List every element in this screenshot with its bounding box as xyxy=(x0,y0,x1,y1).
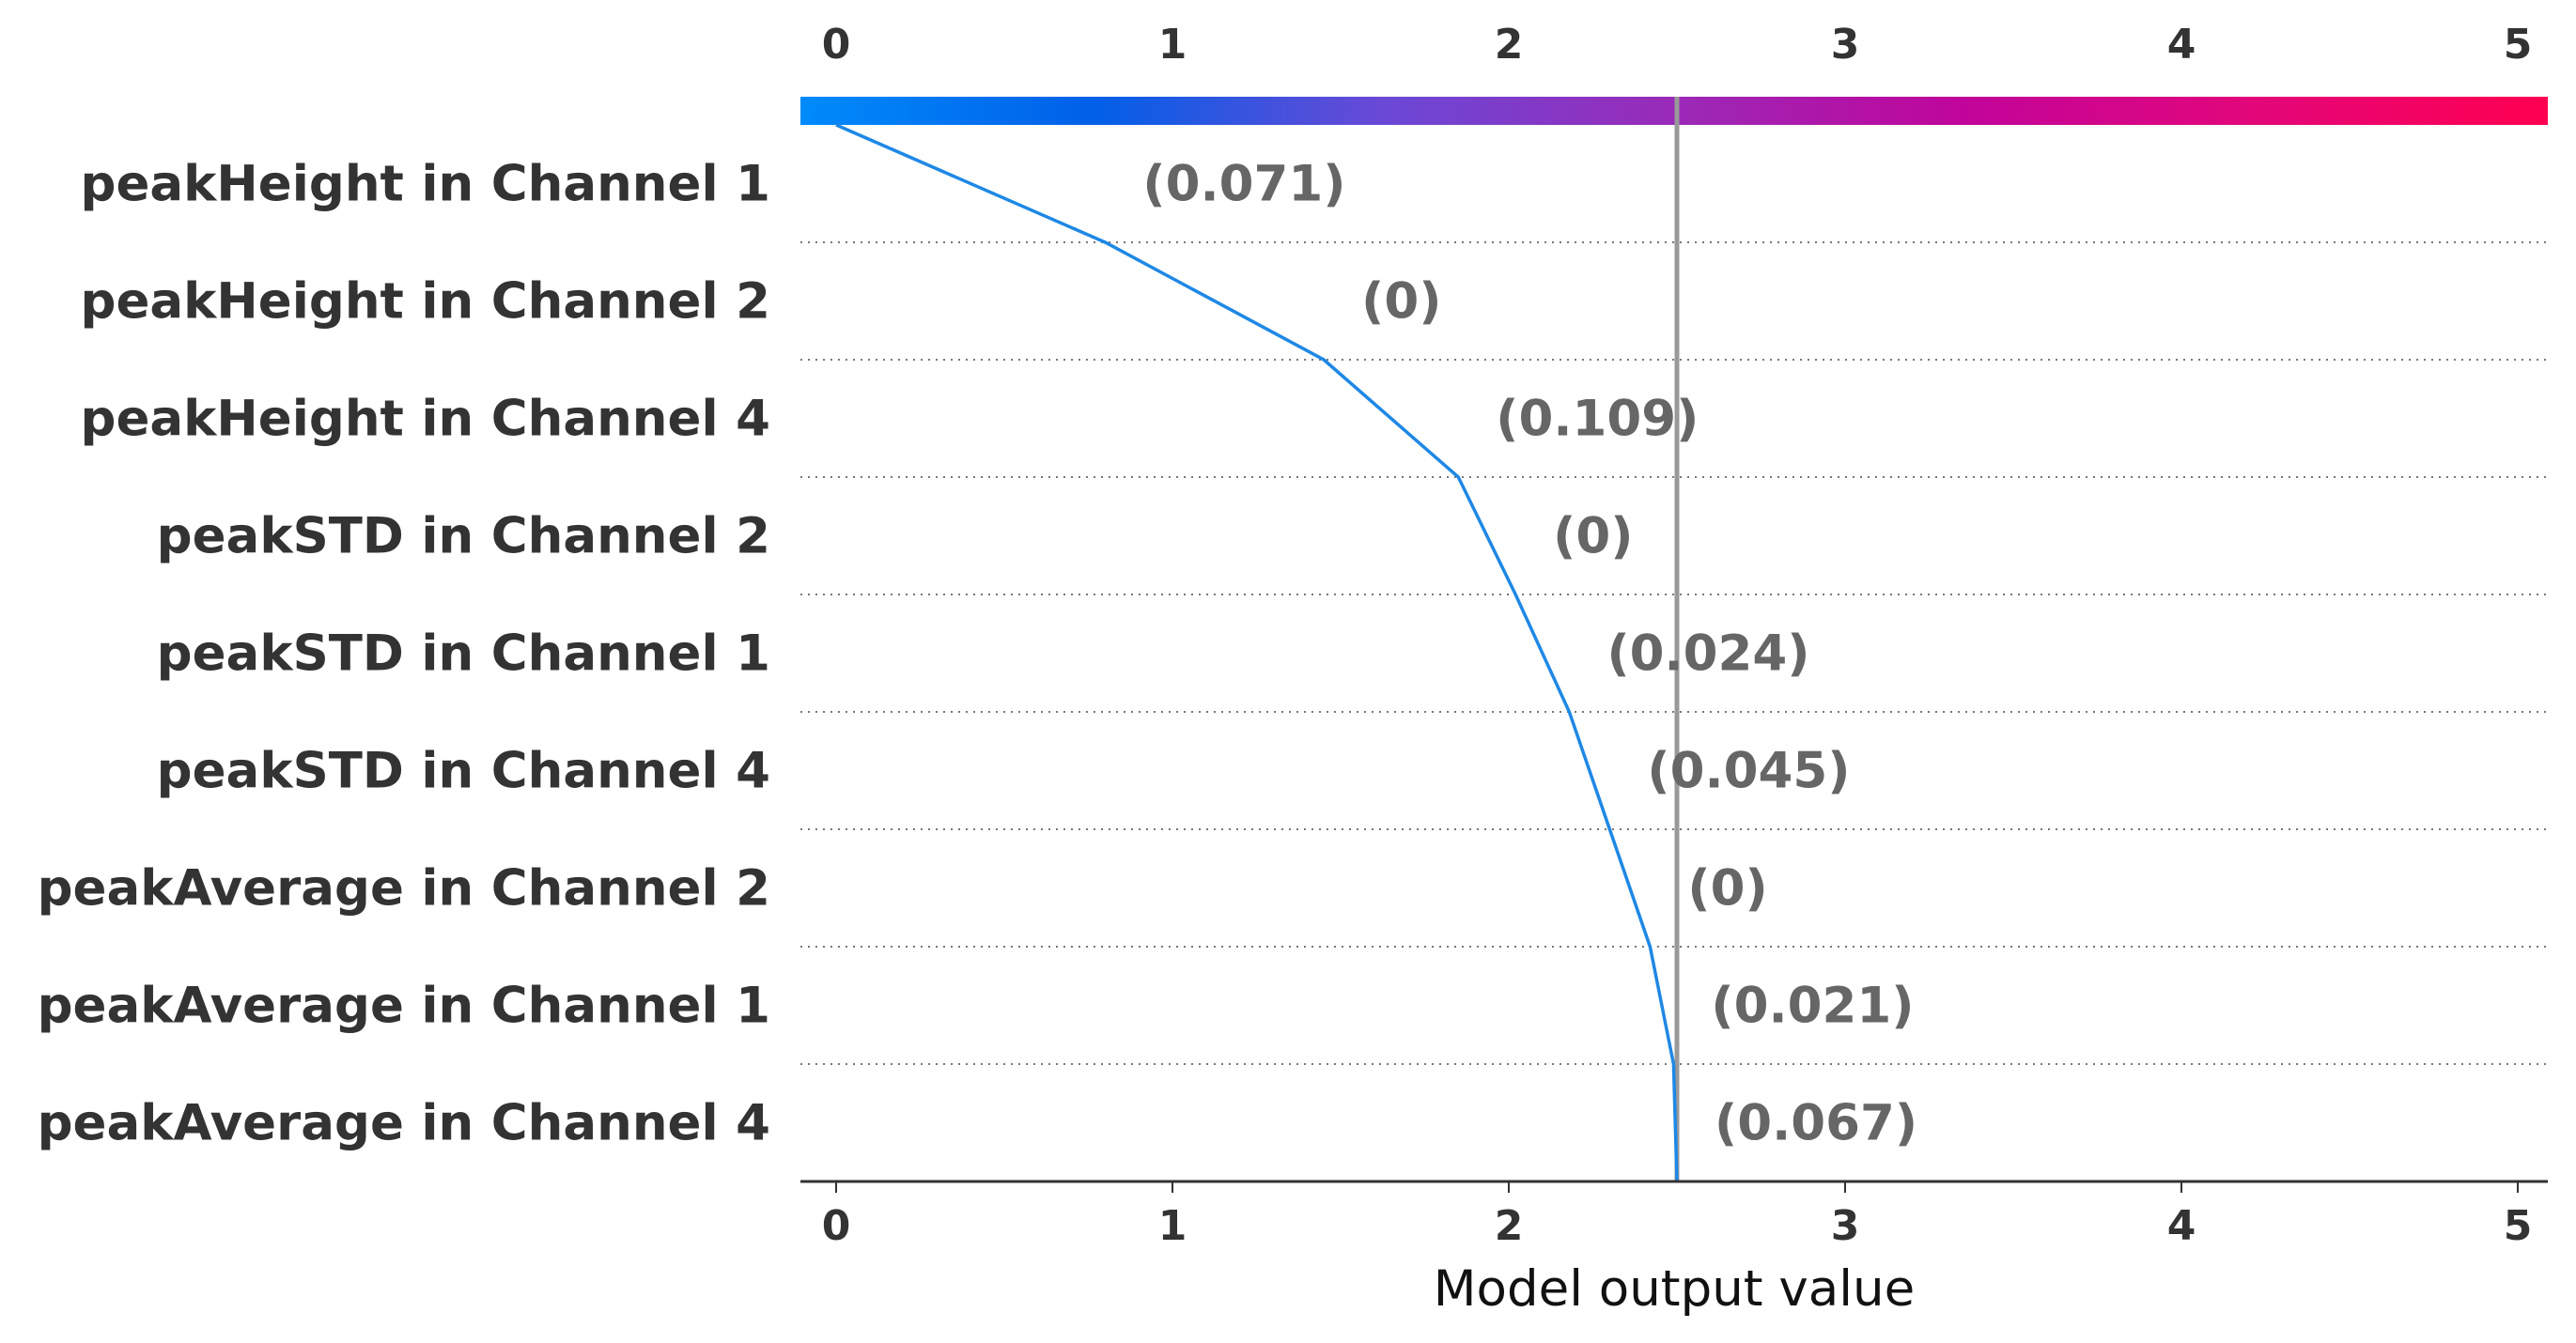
feature-value-label: (0) xyxy=(1687,860,1767,918)
feature-value-label: (0) xyxy=(1553,508,1633,565)
bottom-tick-label: 2 xyxy=(1495,1202,1524,1250)
feature-label: peakSTD in Channel 1 xyxy=(157,625,770,683)
top-tick-label: 3 xyxy=(1831,21,1860,69)
feature-label: peakHeight in Channel 2 xyxy=(81,273,770,331)
bottom-tick-label: 3 xyxy=(1831,1202,1860,1250)
feature-labels: peakHeight in Channel 1 peakHeight in Cha… xyxy=(38,156,770,1152)
top-tick-label: 4 xyxy=(2167,21,2196,69)
top-tick-label: 2 xyxy=(1495,21,1524,69)
feature-value-label: (0.024) xyxy=(1606,625,1809,683)
top-tick-label: 5 xyxy=(2504,21,2533,69)
bottom-axis-ticks: 0 1 2 3 4 5 xyxy=(822,1181,2533,1250)
colorbar xyxy=(800,97,2548,125)
feature-label: peakAverage in Channel 2 xyxy=(38,860,770,918)
bottom-tick-label: 0 xyxy=(822,1202,851,1250)
feature-label: peakSTD in Channel 4 xyxy=(157,743,770,800)
bottom-tick-label: 1 xyxy=(1158,1202,1187,1250)
feature-label: peakAverage in Channel 1 xyxy=(38,978,770,1035)
feature-value-label: (0.045) xyxy=(1647,743,1850,800)
feature-label: peakAverage in Channel 4 xyxy=(38,1095,770,1152)
x-axis-title: Model output value xyxy=(1434,1260,1915,1318)
feature-value-label: (0.021) xyxy=(1711,978,1914,1035)
decision-path-line xyxy=(835,123,1679,1182)
top-tick-label: 0 xyxy=(822,21,851,69)
top-tick-label: 1 xyxy=(1158,21,1187,69)
bottom-tick-label: 5 xyxy=(2504,1202,2533,1250)
feature-label: peakHeight in Channel 4 xyxy=(81,391,770,448)
top-axis-ticks: 0 1 2 3 4 5 xyxy=(822,21,2533,69)
feature-label: peakSTD in Channel 2 xyxy=(157,508,770,565)
feature-value-label: (0.071) xyxy=(1142,156,1345,213)
feature-value-label: (0.067) xyxy=(1715,1095,1917,1152)
feature-value-label: (0) xyxy=(1361,273,1441,331)
bottom-tick-label: 4 xyxy=(2167,1202,2196,1250)
feature-value-labels: (0.071) (0) (0.109) (0) (0.024) (0.045) (0) (0.… xyxy=(1142,156,1917,1152)
feature-label: peakHeight in Channel 1 xyxy=(81,156,770,213)
feature-value-label: (0.109) xyxy=(1496,391,1699,448)
